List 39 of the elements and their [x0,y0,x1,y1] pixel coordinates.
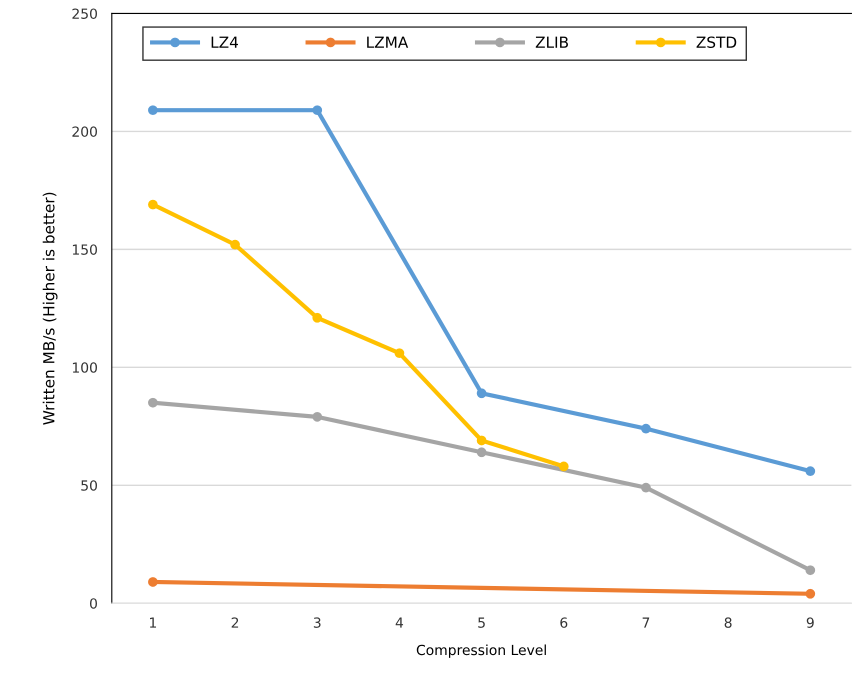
legend-label: LZ4 [212,36,238,48]
x-tick-label: 5 [478,618,485,628]
point [230,240,240,250]
y-tick-label: 100 [72,362,97,373]
point [394,348,404,358]
point [312,105,322,116]
point [558,462,569,472]
y-tick-label: 50 [81,480,97,491]
y-tick-label: 250 [72,8,97,19]
legend-label: ZLIB [536,36,568,48]
legend-label: LZMA [367,36,408,48]
legend-label: ZSTD [696,36,736,48]
y-tick-label: 0 [90,598,97,609]
point [312,312,322,323]
point [148,577,158,587]
point [805,565,816,576]
x-tick-label: 3 [314,617,321,628]
x-tick-label: 9 [806,617,814,628]
x-tick-label: 6 [560,617,568,628]
x-tick-label: 8 [724,617,732,628]
x-tick-label: 1 [150,618,156,628]
x-axis-title: Compression Level [416,644,546,658]
point [148,398,158,408]
point [805,588,816,599]
y-tick-label: 150 [72,244,97,255]
point [641,424,651,434]
x-tick-label: 2 [232,617,238,628]
point [476,447,486,458]
point [476,436,486,446]
y-axis-title: Written MB/s (Higher is better) [42,192,58,425]
point [148,200,158,210]
x-tick-label: 7 [642,618,650,628]
y-tick-label: 200 [72,126,97,137]
point [312,412,322,422]
point [476,388,486,398]
x-tick-label: 4 [396,618,404,628]
point [641,482,651,492]
point [148,105,158,116]
point [805,466,816,476]
